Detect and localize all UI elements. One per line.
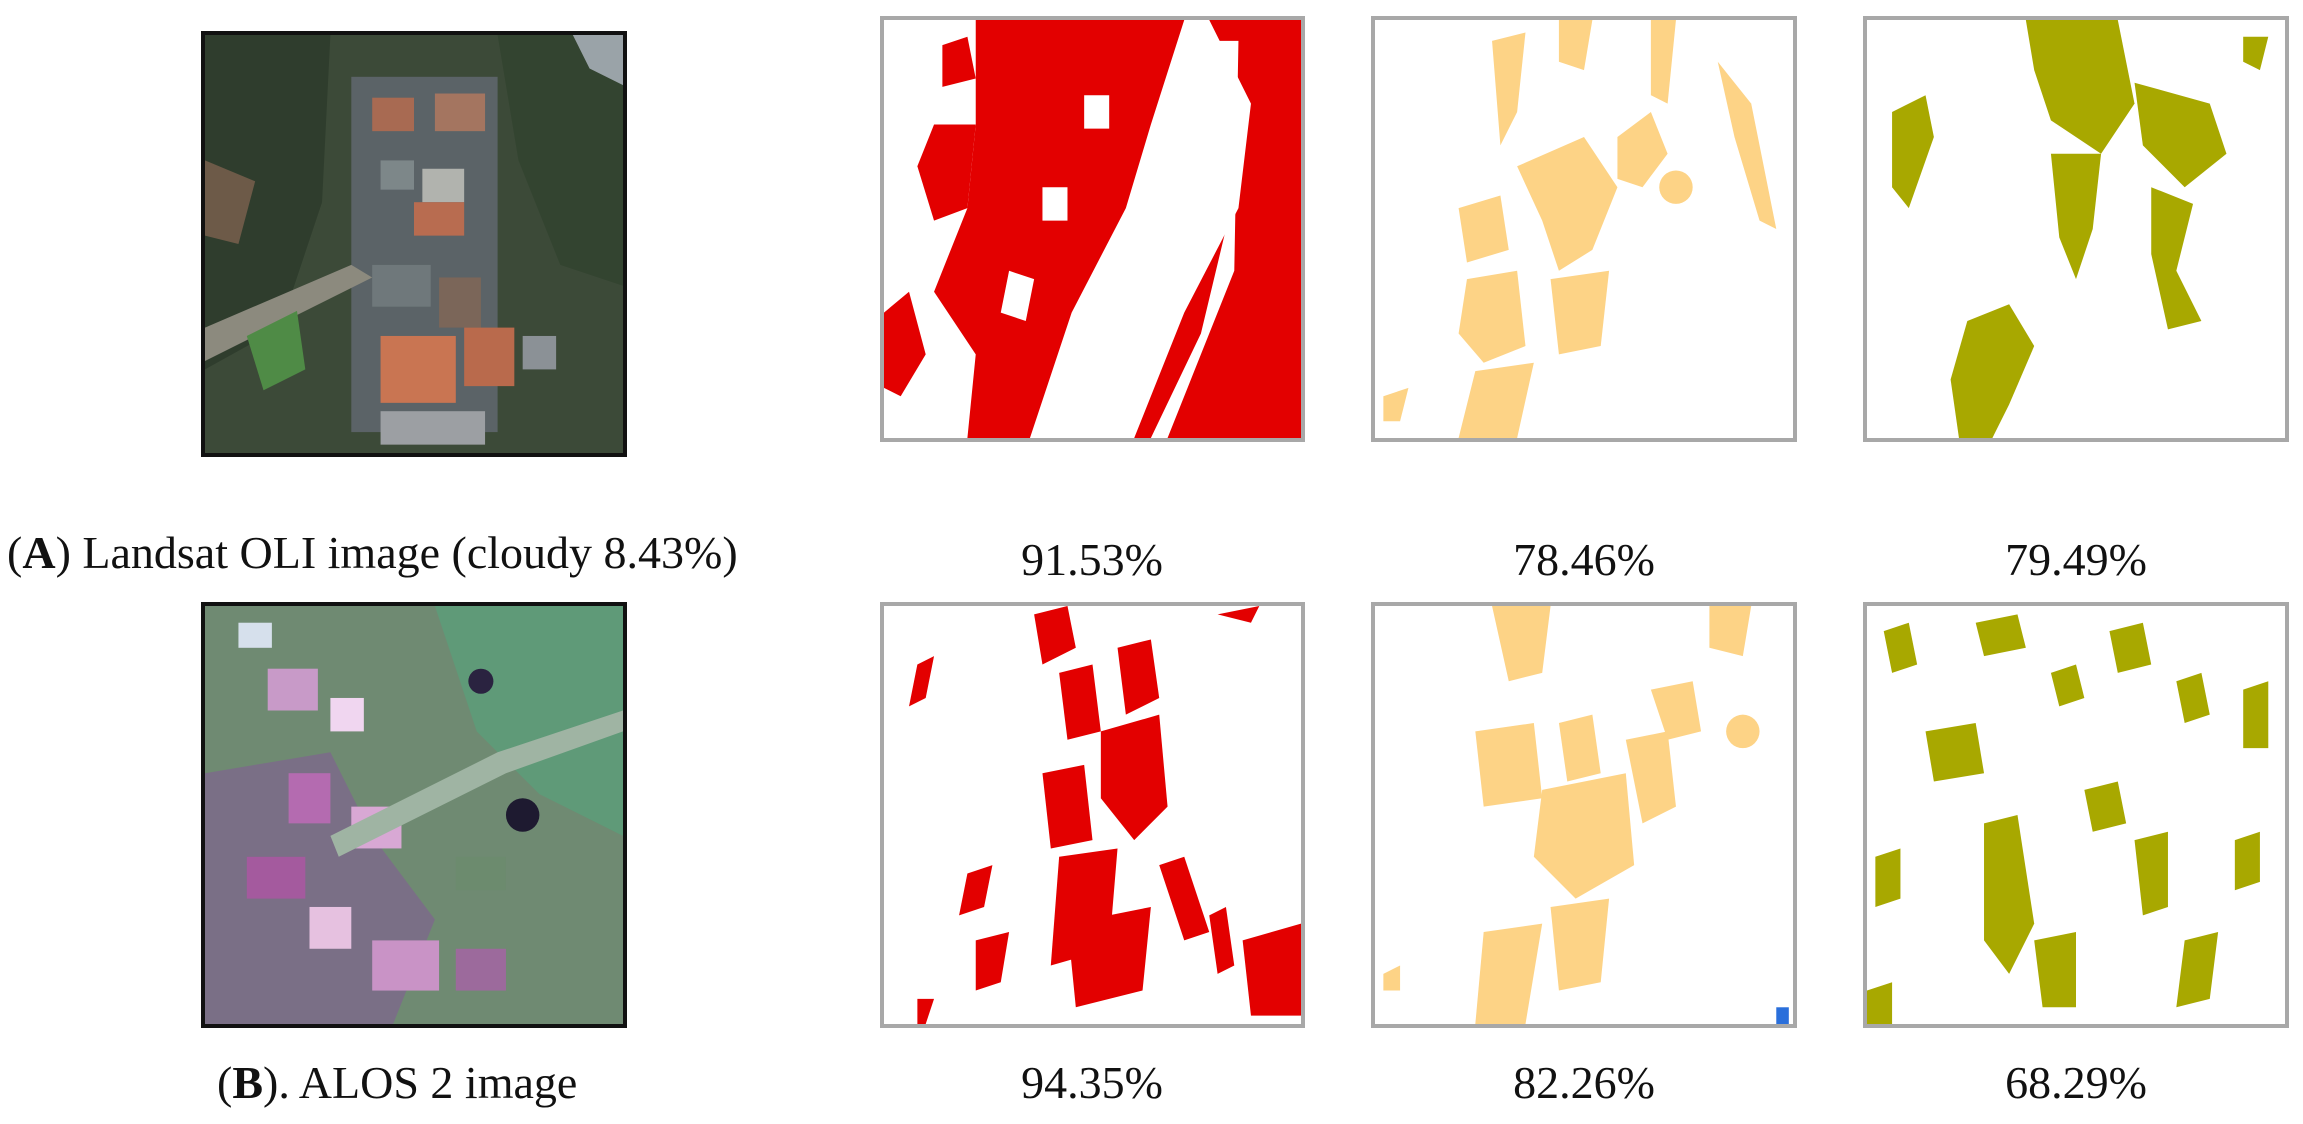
caption-a-text: ) Landsat OLI image (cloudy 8.43%) bbox=[55, 527, 738, 578]
landsat-oli-image bbox=[201, 31, 627, 457]
caption-a-open: ( bbox=[7, 527, 23, 578]
alos-2-image bbox=[201, 602, 627, 1028]
caption-row-b: (B). ALOS 2 image bbox=[217, 1060, 577, 1106]
accuracy-row-b-3: 68.29% bbox=[2005, 1057, 2147, 1108]
class-1-map-row-b bbox=[880, 602, 1305, 1028]
class-2-map-row-a bbox=[1371, 16, 1797, 442]
caption-a-letter: A bbox=[22, 527, 56, 578]
caption-b-open: ( bbox=[217, 1057, 233, 1108]
class-3-map-row-a bbox=[1863, 16, 2289, 442]
caption-b-text: ). ALOS 2 image bbox=[263, 1057, 578, 1108]
accuracy-row-b-2: 82.26% bbox=[1513, 1057, 1655, 1108]
caption-row-a: (A) Landsat OLI image (cloudy 8.43%) bbox=[7, 530, 738, 576]
accuracy-row-b-1: 94.35% bbox=[1021, 1057, 1163, 1108]
class-1-map-row-a bbox=[880, 16, 1305, 442]
accuracy-row-a-2: 78.46% bbox=[1513, 534, 1655, 585]
caption-b-letter: B bbox=[232, 1057, 264, 1108]
class-2-map-row-b bbox=[1371, 602, 1797, 1028]
accuracy-row-a-3: 79.49% bbox=[2005, 534, 2147, 585]
class-3-map-row-b bbox=[1863, 602, 2289, 1028]
accuracy-row-a-1: 91.53% bbox=[1021, 534, 1163, 585]
